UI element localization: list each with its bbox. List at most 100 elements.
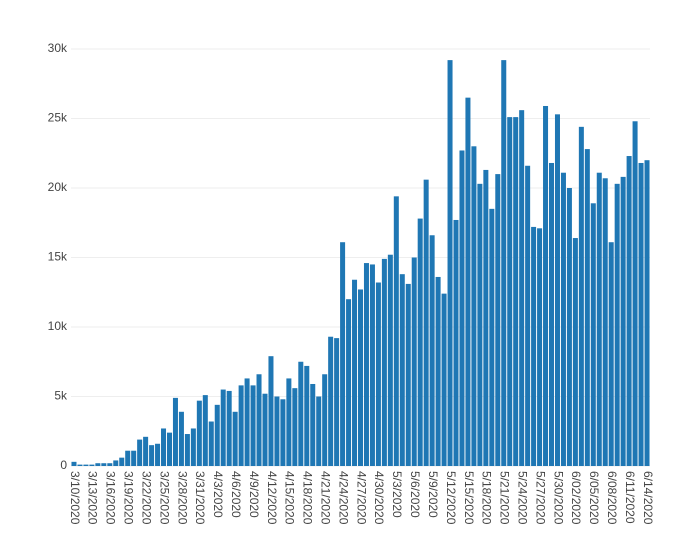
bar (525, 165, 531, 466)
bar (262, 393, 268, 466)
bar (77, 464, 83, 466)
bar (554, 114, 560, 466)
bar (507, 117, 513, 467)
bar (178, 411, 184, 466)
y-tick-label: 5k (54, 389, 68, 403)
x-tick-label: 5/21/2020 (498, 471, 512, 525)
bar (537, 228, 543, 466)
x-tick-label: 6/02/2020 (569, 471, 583, 525)
bar (608, 242, 614, 466)
bar (543, 105, 549, 467)
bar (328, 336, 334, 466)
y-tick-label: 25k (48, 111, 68, 125)
bar (638, 162, 644, 467)
bar (387, 254, 393, 466)
bar (125, 450, 131, 466)
bar (95, 463, 101, 466)
bar (113, 460, 119, 466)
bar (489, 208, 495, 466)
bar (143, 436, 149, 466)
x-tick-label: 6/08/2020 (605, 471, 619, 525)
bar (357, 289, 364, 466)
y-tick-label: 0 (60, 458, 67, 472)
x-tick-label: 5/12/2020 (444, 471, 458, 525)
bar (184, 434, 190, 466)
bar (549, 162, 555, 467)
bar (501, 60, 507, 467)
x-tick-label: 3/13/2020 (86, 471, 100, 525)
bar (208, 421, 214, 466)
bar (566, 188, 572, 466)
x-tick-label: 3/25/2020 (157, 471, 171, 525)
bar (286, 378, 292, 466)
bar (423, 179, 429, 466)
x-tick-label: 4/9/2020 (247, 471, 261, 518)
x-tick-label: 5/3/2020 (390, 471, 404, 518)
bar (155, 443, 161, 466)
x-tick-label: 4/18/2020 (301, 471, 315, 525)
bar (101, 463, 107, 466)
bar (190, 428, 196, 466)
bar (363, 263, 369, 466)
bar (131, 450, 137, 466)
y-tick-label: 30k (48, 41, 68, 55)
bar (268, 356, 274, 466)
bar (513, 117, 519, 467)
bar (644, 160, 650, 466)
bar (137, 439, 143, 466)
bar (166, 432, 172, 466)
bar (435, 276, 441, 466)
bar (149, 445, 155, 466)
bar (578, 126, 584, 466)
bar (477, 183, 483, 466)
bar (453, 219, 459, 466)
bar (447, 60, 453, 467)
bar (316, 396, 322, 466)
bar (202, 395, 208, 466)
bar (340, 242, 346, 466)
bar (417, 218, 423, 466)
bar (352, 279, 358, 466)
bar (71, 461, 77, 466)
bar (89, 464, 95, 466)
bar (83, 464, 89, 466)
bar (250, 385, 256, 466)
bar (214, 404, 220, 466)
bar (560, 172, 566, 466)
bar (196, 400, 202, 466)
bar (369, 264, 375, 466)
x-tick-label: 5/9/2020 (426, 471, 440, 518)
bar (602, 178, 608, 466)
x-tick-label: 3/16/2020 (104, 471, 118, 525)
bar (381, 258, 387, 466)
bar (280, 399, 286, 466)
bar (441, 293, 447, 466)
x-tick-label: 4/15/2020 (283, 471, 297, 525)
x-tick-label: 4/12/2020 (265, 471, 279, 525)
x-tick-label: 3/31/2020 (193, 471, 207, 525)
x-tick-label: 4/30/2020 (372, 471, 386, 525)
bar (614, 183, 620, 466)
x-tick-label: 5/27/2020 (533, 471, 547, 525)
x-tick-label: 4/3/2020 (211, 471, 225, 518)
x-tick-label: 3/22/2020 (139, 471, 153, 525)
x-tick-label: 6/14/2020 (641, 471, 655, 525)
bar (304, 365, 310, 466)
bar (483, 169, 489, 466)
bar (375, 282, 381, 466)
bar (119, 457, 125, 466)
bar (256, 374, 262, 466)
x-tick-label: 4/24/2020 (336, 471, 350, 525)
bar (399, 274, 405, 466)
bar (232, 411, 238, 466)
x-tick-label: 5/6/2020 (408, 471, 422, 518)
bar (346, 299, 352, 466)
x-tick-label: 3/28/2020 (175, 471, 189, 525)
bar (322, 374, 328, 466)
x-tick-label: 4/21/2020 (319, 471, 333, 525)
bar (459, 150, 465, 466)
y-tick-label: 15k (48, 250, 68, 264)
bar (238, 385, 244, 466)
bar (334, 338, 340, 466)
